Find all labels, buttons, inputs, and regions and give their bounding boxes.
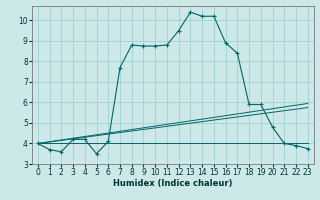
- X-axis label: Humidex (Indice chaleur): Humidex (Indice chaleur): [113, 179, 233, 188]
